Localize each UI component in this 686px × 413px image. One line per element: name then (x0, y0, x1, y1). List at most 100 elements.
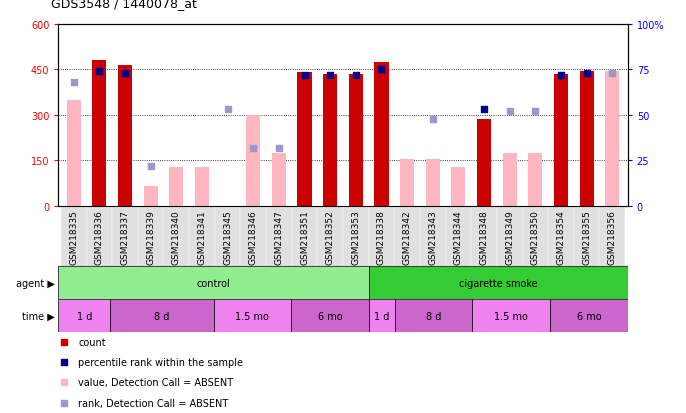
Text: control: control (197, 278, 230, 288)
Text: GSM218350: GSM218350 (531, 209, 540, 264)
Bar (368, 206, 394, 266)
Point (145, 163, 156, 170)
Bar (298, 73, 311, 206)
Bar (118, 66, 132, 206)
Bar (451, 167, 466, 206)
Text: GSM218337: GSM218337 (121, 209, 130, 264)
Text: GSM218345: GSM218345 (223, 209, 232, 264)
Bar (394, 206, 420, 266)
Bar (573, 206, 600, 266)
Point (248, 145, 259, 152)
Text: GSM218351: GSM218351 (300, 209, 309, 264)
Text: GSM218346: GSM218346 (249, 209, 258, 264)
Text: GSM218354: GSM218354 (556, 209, 565, 264)
Text: 8 d: 8 d (154, 311, 169, 321)
Bar (195, 167, 209, 206)
Text: 6 mo: 6 mo (318, 311, 342, 321)
Bar (343, 206, 368, 266)
Text: GSM218348: GSM218348 (480, 209, 488, 264)
Bar (580, 72, 593, 206)
Text: GSM218355: GSM218355 (582, 209, 591, 264)
Bar (375, 63, 388, 206)
Text: GSM218341: GSM218341 (198, 209, 206, 264)
Text: 6 mo: 6 mo (576, 311, 601, 321)
Point (58, 339, 69, 345)
Bar (292, 206, 318, 266)
Bar (605, 72, 619, 206)
Text: GSM218353: GSM218353 (351, 209, 360, 264)
Text: value, Detection Call = ABSENT: value, Detection Call = ABSENT (78, 377, 233, 387)
Bar (61, 206, 86, 266)
Text: GSM218338: GSM218338 (377, 209, 386, 264)
Text: 8 d: 8 d (426, 311, 441, 321)
Bar (213, 299, 292, 332)
Bar (93, 61, 106, 206)
Bar (113, 206, 138, 266)
Bar (110, 299, 213, 332)
Bar (215, 206, 240, 266)
Bar (369, 299, 394, 332)
Bar (67, 100, 81, 206)
Bar (554, 75, 568, 206)
Text: 1.5 mo: 1.5 mo (235, 311, 270, 321)
Bar (240, 206, 266, 266)
Point (222, 107, 233, 114)
Bar (246, 116, 260, 206)
Text: 1.5 mo: 1.5 mo (495, 311, 528, 321)
Text: percentile rank within the sample: percentile rank within the sample (78, 357, 244, 367)
Bar (318, 206, 343, 266)
Point (581, 71, 592, 77)
Bar (189, 206, 215, 266)
Point (58, 399, 69, 406)
Text: GSM218342: GSM218342 (403, 209, 412, 264)
Text: count: count (78, 337, 106, 347)
Bar (58, 266, 369, 299)
Bar (420, 206, 446, 266)
Bar (58, 299, 110, 332)
Point (351, 72, 362, 79)
Text: 1 d: 1 d (77, 311, 92, 321)
Bar (477, 120, 491, 206)
Point (556, 72, 567, 79)
Bar (471, 206, 497, 266)
Text: GSM218340: GSM218340 (172, 209, 181, 264)
Point (274, 145, 285, 152)
Text: agent ▶: agent ▶ (16, 278, 55, 288)
Bar (548, 206, 573, 266)
Bar (163, 206, 189, 266)
Point (324, 72, 335, 79)
Bar (143, 187, 158, 206)
Bar (523, 206, 548, 266)
Point (376, 67, 387, 74)
Bar (369, 266, 628, 299)
Text: GDS3548 / 1440078_at: GDS3548 / 1440078_at (51, 0, 198, 10)
Text: 1 d: 1 d (374, 311, 390, 321)
Bar (600, 206, 625, 266)
Bar (138, 206, 163, 266)
Point (530, 109, 541, 115)
Point (607, 71, 618, 77)
Text: rank, Detection Call = ABSENT: rank, Detection Call = ABSENT (78, 398, 228, 408)
Text: GSM218344: GSM218344 (454, 209, 463, 264)
Point (504, 109, 515, 115)
Text: GSM218356: GSM218356 (608, 209, 617, 264)
Text: GSM218336: GSM218336 (95, 209, 104, 264)
Point (58, 379, 69, 386)
Bar (348, 75, 363, 206)
Text: GSM218349: GSM218349 (505, 209, 514, 264)
Bar (394, 299, 473, 332)
Point (94, 69, 105, 75)
Bar (473, 299, 550, 332)
Point (58, 359, 69, 366)
Point (68, 80, 79, 86)
Text: GSM218352: GSM218352 (326, 209, 335, 264)
Bar (528, 154, 543, 206)
Text: GSM218343: GSM218343 (428, 209, 437, 264)
Bar (169, 167, 183, 206)
Bar (400, 159, 414, 206)
Text: GSM218339: GSM218339 (146, 209, 155, 264)
Bar (323, 75, 338, 206)
Bar (446, 206, 471, 266)
Text: GSM218335: GSM218335 (69, 209, 78, 264)
Bar (497, 206, 523, 266)
